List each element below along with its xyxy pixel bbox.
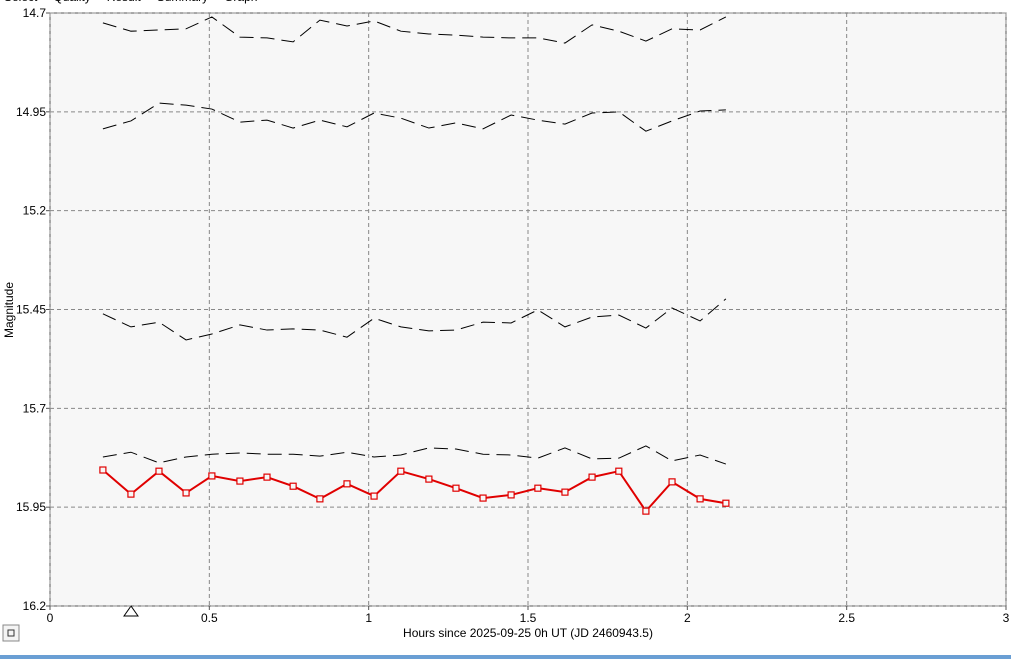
data-point bbox=[425, 475, 433, 483]
series-line bbox=[102, 298, 727, 341]
y-tick-label: 15.7 bbox=[23, 401, 47, 415]
data-point bbox=[208, 472, 216, 480]
x-tick-label: 0 bbox=[47, 611, 54, 625]
data-point bbox=[370, 492, 378, 500]
y-tick-label: 15.95 bbox=[16, 500, 46, 514]
data-point bbox=[343, 480, 351, 488]
data-point bbox=[155, 467, 163, 475]
x-tick-label: 1.5 bbox=[520, 611, 537, 625]
tab[interactable]: Result bbox=[107, 0, 142, 4]
data-point bbox=[397, 467, 405, 475]
y-axis-label: Magnitude bbox=[2, 282, 16, 338]
data-point bbox=[316, 495, 324, 503]
data-point bbox=[127, 490, 135, 498]
data-point bbox=[507, 491, 515, 499]
data-point bbox=[722, 499, 730, 507]
y-tick-label: 15.2 bbox=[23, 204, 47, 218]
series-line bbox=[102, 445, 727, 465]
x-tick-label: 3 bbox=[1003, 611, 1010, 625]
data-point bbox=[615, 467, 623, 475]
data-point bbox=[99, 466, 107, 474]
data-point bbox=[479, 494, 487, 502]
series-line bbox=[102, 469, 727, 513]
data-point bbox=[668, 478, 676, 486]
x-tick-label: 2 bbox=[684, 611, 691, 625]
data-point bbox=[236, 477, 244, 485]
data-point bbox=[534, 484, 542, 492]
corner-button-icon bbox=[7, 629, 15, 637]
x-tick-label: 1 bbox=[365, 611, 372, 625]
y-tick-label: 16.2 bbox=[23, 599, 47, 613]
corner-button[interactable] bbox=[2, 624, 20, 642]
bottom-bar bbox=[0, 655, 1011, 659]
data-point bbox=[561, 488, 569, 496]
tab[interactable]: Graph bbox=[224, 0, 257, 4]
y-tick-label: 15.45 bbox=[16, 303, 46, 317]
data-point bbox=[696, 495, 704, 503]
tab[interactable]: Quality bbox=[53, 0, 90, 4]
data-point bbox=[642, 507, 650, 515]
x-tick-label: 2.5 bbox=[838, 611, 855, 625]
y-tick-label: 14.95 bbox=[16, 105, 46, 119]
tab[interactable]: Select bbox=[4, 0, 38, 4]
series-line bbox=[102, 102, 726, 132]
x-axis-label: Hours since 2025-09-25 0h UT (JD 2460943… bbox=[403, 626, 653, 640]
y-tick-label: 14.7 bbox=[23, 6, 47, 20]
data-point bbox=[263, 473, 271, 481]
tab[interactable]: Summary bbox=[157, 0, 208, 4]
data-point bbox=[588, 473, 596, 481]
data-point bbox=[289, 482, 297, 490]
time-marker bbox=[123, 605, 139, 617]
data-point bbox=[182, 489, 190, 497]
x-tick-label: 0.5 bbox=[201, 611, 218, 625]
series-line bbox=[102, 16, 727, 44]
data-point bbox=[452, 484, 460, 492]
